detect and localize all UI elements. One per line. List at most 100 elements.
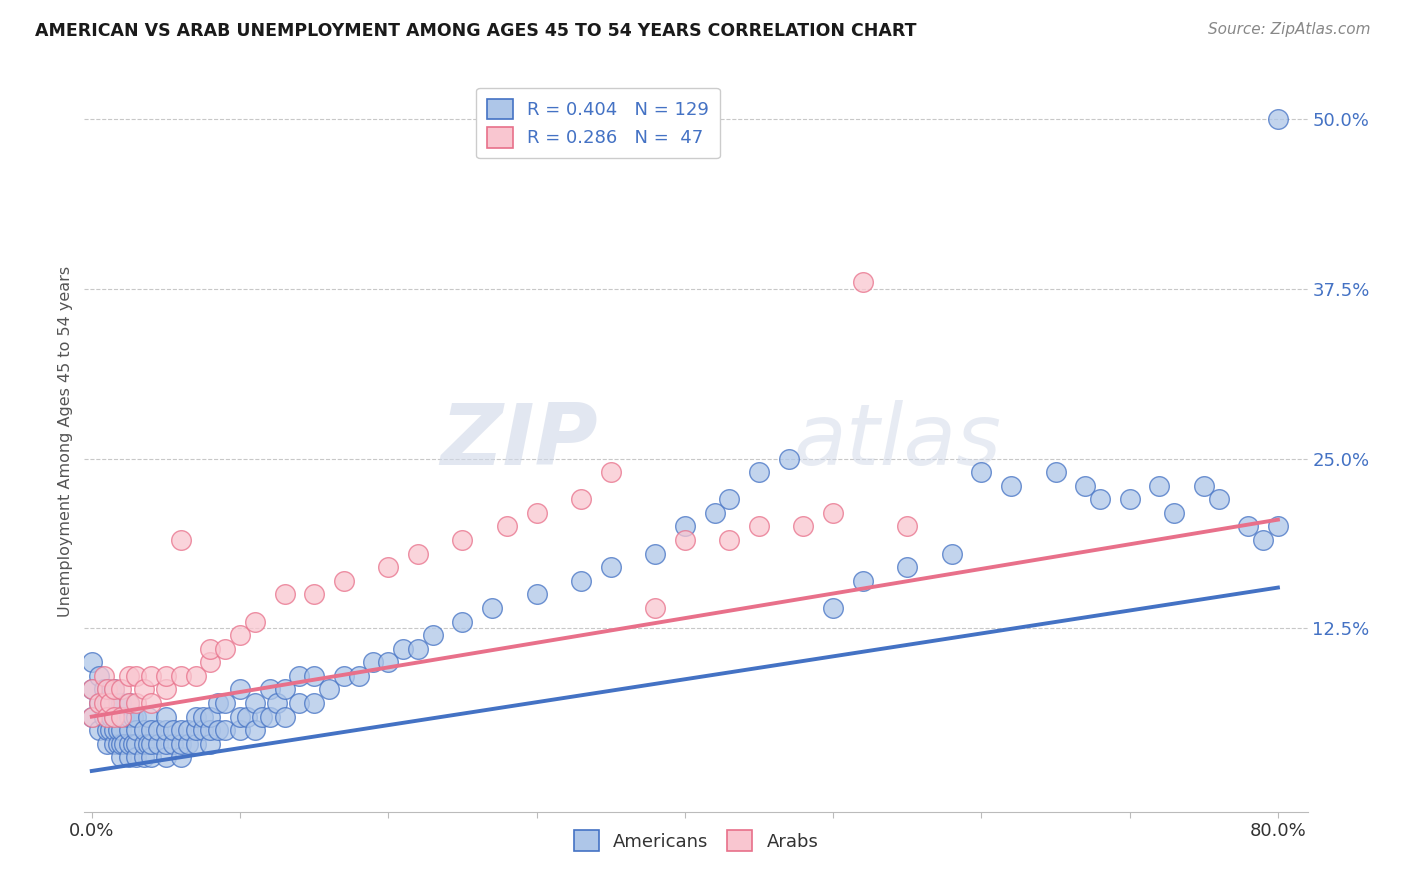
Point [89,696,111,710]
Point [155,709,177,723]
Point [273,709,295,723]
Point [302,587,325,601]
Point [118,723,141,738]
Point [155,737,177,751]
Point [422,628,444,642]
Point [673,519,696,533]
Point [748,519,770,533]
Point [139,750,162,764]
Point [599,465,621,479]
Point [103,709,125,723]
Point [118,669,141,683]
Point [110,709,132,723]
Point [132,750,155,764]
Point [214,696,236,710]
Point [80,709,103,723]
Point [392,641,415,656]
Point [103,709,125,723]
Point [1208,492,1230,507]
Point [302,669,325,683]
Point [125,750,148,764]
Point [1237,519,1260,533]
Legend: Americans, Arabs: Americans, Arabs [567,823,825,858]
Point [569,574,592,588]
Point [80,655,103,669]
Point [229,723,252,738]
Point [103,682,125,697]
Point [184,737,207,751]
Point [252,709,274,723]
Point [125,696,148,710]
Point [377,655,399,669]
Point [125,709,148,723]
Point [243,696,266,710]
Point [703,506,725,520]
Point [229,628,252,642]
Point [673,533,696,547]
Point [122,709,145,723]
Point [80,709,103,723]
Point [98,723,121,738]
Text: Source: ZipAtlas.com: Source: ZipAtlas.com [1208,22,1371,37]
Point [136,737,159,751]
Point [177,723,200,738]
Point [207,696,229,710]
Point [125,723,148,738]
Point [170,737,193,751]
Point [1000,478,1022,492]
Point [191,723,214,738]
Point [1088,492,1111,507]
Point [110,709,132,723]
Point [273,682,295,697]
Point [96,696,118,710]
Point [792,519,814,533]
Point [100,682,122,697]
Point [406,641,429,656]
Point [377,560,399,574]
Point [184,669,207,683]
Point [333,574,356,588]
Point [89,723,111,738]
Point [451,615,474,629]
Point [200,737,222,751]
Point [170,750,193,764]
Point [1118,492,1140,507]
Point [155,669,177,683]
Point [118,696,141,710]
Point [191,709,214,723]
Point [118,696,141,710]
Point [200,723,222,738]
Point [89,669,111,683]
Point [89,696,111,710]
Point [644,547,666,561]
Point [132,682,155,697]
Point [136,709,159,723]
Point [112,709,135,723]
Point [1074,478,1097,492]
Point [122,737,145,751]
Point [93,709,115,723]
Point [139,696,162,710]
Point [259,682,281,697]
Point [200,655,222,669]
Point [96,723,118,738]
Point [98,696,121,710]
Point [273,587,295,601]
Point [155,750,177,764]
Point [569,492,592,507]
Point [481,601,503,615]
Point [451,533,474,547]
Point [100,709,122,723]
Point [229,709,252,723]
Point [236,709,259,723]
Point [1045,465,1067,479]
Point [170,723,193,738]
Point [184,709,207,723]
Point [896,560,918,574]
Point [823,506,845,520]
Point [718,533,741,547]
Point [288,669,311,683]
Text: AMERICAN VS ARAB UNEMPLOYMENT AMONG AGES 45 TO 54 YEARS CORRELATION CHART: AMERICAN VS ARAB UNEMPLOYMENT AMONG AGES… [35,22,917,40]
Point [118,750,141,764]
Point [139,669,162,683]
